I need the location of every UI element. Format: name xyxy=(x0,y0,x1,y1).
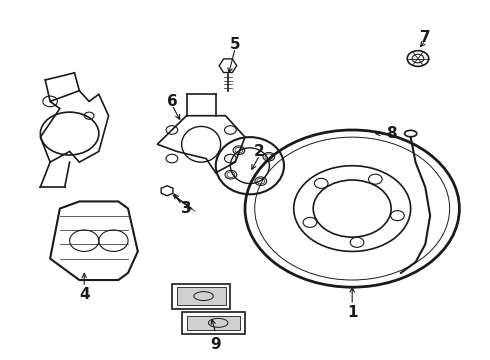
Text: 9: 9 xyxy=(210,337,221,352)
Polygon shape xyxy=(177,287,225,305)
Text: 5: 5 xyxy=(230,37,241,52)
Text: 3: 3 xyxy=(181,201,192,216)
Text: 7: 7 xyxy=(420,30,431,45)
Text: 8: 8 xyxy=(386,126,396,141)
Text: 1: 1 xyxy=(347,305,357,320)
Text: 4: 4 xyxy=(79,287,90,302)
Text: 2: 2 xyxy=(254,144,265,159)
Polygon shape xyxy=(187,316,240,330)
Text: 6: 6 xyxy=(167,94,177,109)
